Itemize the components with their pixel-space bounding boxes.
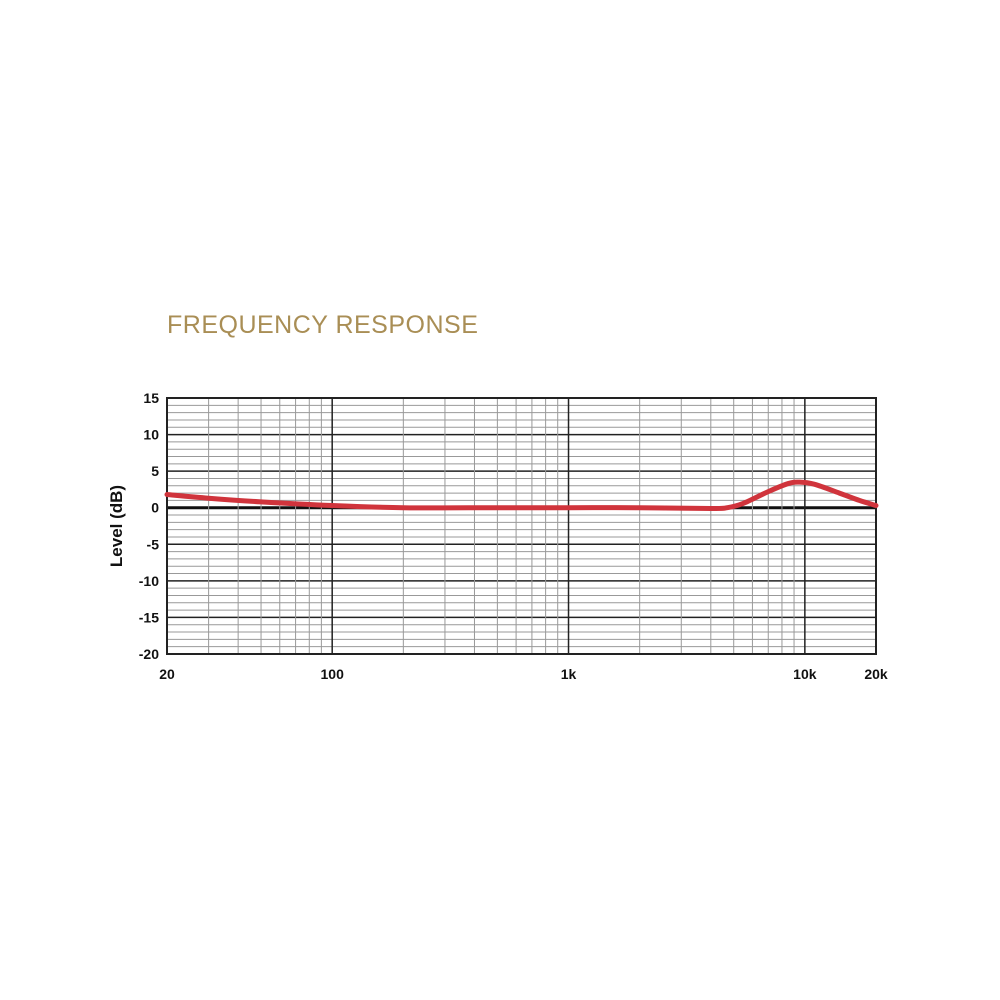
y-tick-label: 5	[151, 463, 159, 479]
y-tick-label: -20	[139, 646, 159, 662]
frequency-response-curve	[164, 479, 879, 511]
chart-title: FREQUENCY RESPONSE	[167, 311, 479, 339]
y-axis-label: Level (dB)	[107, 485, 126, 567]
plot-frame	[166, 397, 877, 655]
y-tick-label: -5	[147, 536, 160, 552]
y-tick-label: -10	[139, 573, 159, 589]
x-tick-label: 1k	[561, 666, 577, 682]
x-tick-label: 20	[159, 666, 175, 682]
y-tick-label: -15	[139, 609, 159, 625]
x-tick-label: 20k	[864, 666, 888, 682]
x-tick-label: 100	[321, 666, 345, 682]
y-tick-label: 15	[143, 390, 159, 406]
y-tick-label: 10	[143, 427, 159, 443]
y-tick-label: 0	[151, 500, 159, 516]
x-tick-label: 10k	[793, 666, 817, 682]
